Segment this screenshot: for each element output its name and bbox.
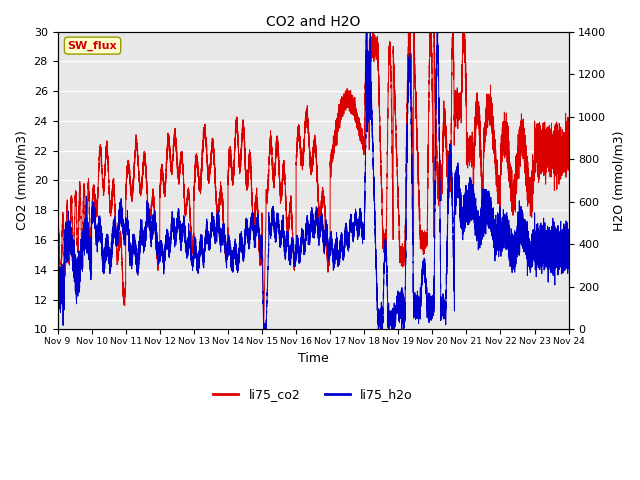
Legend: li75_co2, li75_h2o: li75_co2, li75_h2o [209,384,418,407]
Y-axis label: CO2 (mmol/m3): CO2 (mmol/m3) [15,131,28,230]
X-axis label: Time: Time [298,351,328,364]
Y-axis label: H2O (mmol/m3): H2O (mmol/m3) [612,130,625,231]
Text: SW_flux: SW_flux [68,40,117,51]
Title: CO2 and H2O: CO2 and H2O [266,15,360,29]
